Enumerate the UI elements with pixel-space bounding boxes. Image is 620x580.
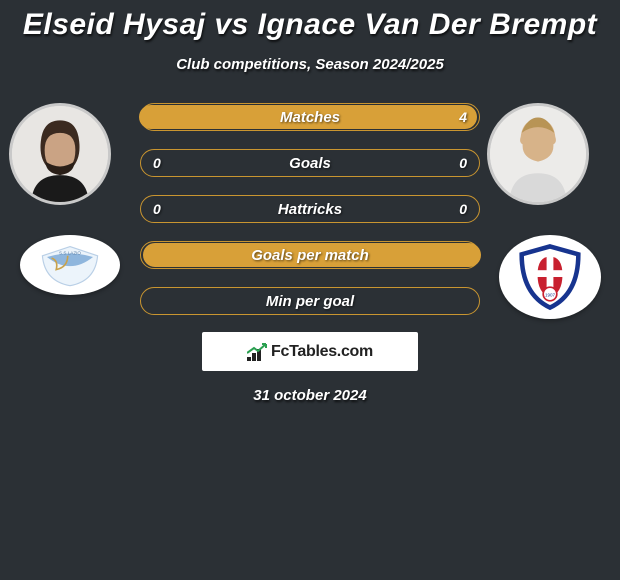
stat-bar-gpm: Goals per match bbox=[140, 241, 480, 269]
avatar-placeholder-icon bbox=[490, 106, 586, 202]
stat-label: Goals per match bbox=[189, 247, 431, 264]
snapshot-date: 31 october 2024 bbox=[253, 387, 366, 404]
stat-bar-mpg: Min per goal bbox=[140, 287, 480, 315]
stat-bars: Matches40Goals00Hattricks0Goals per matc… bbox=[140, 103, 480, 333]
stat-left-value: 0 bbox=[141, 201, 189, 217]
player-left-club-badge: S.S.LAZIO bbox=[20, 235, 120, 295]
club-badge-icon: S.S.LAZIO bbox=[34, 242, 106, 288]
svg-text:S.S.LAZIO: S.S.LAZIO bbox=[59, 251, 81, 256]
stat-label: Min per goal bbox=[189, 293, 431, 310]
stat-left-value: 0 bbox=[141, 155, 189, 171]
stat-label: Goals bbox=[189, 155, 431, 172]
stat-right-value: 0 bbox=[431, 201, 479, 217]
stat-bar-goals: 0Goals0 bbox=[140, 149, 480, 177]
stat-right-value: 0 bbox=[431, 155, 479, 171]
brand-text: FcTables.com bbox=[271, 343, 373, 361]
stat-label: Matches bbox=[189, 109, 431, 126]
brand-chart-icon bbox=[247, 343, 267, 361]
comparison-subtitle: Club competitions, Season 2024/2025 bbox=[0, 56, 620, 73]
comparison-title: Elseid Hysaj vs Ignace Van Der Brempt bbox=[0, 0, 620, 42]
player-left-avatar bbox=[9, 103, 111, 205]
brand-box: FcTables.com bbox=[202, 332, 418, 371]
stat-label: Hattricks bbox=[189, 201, 431, 218]
svg-text:1907: 1907 bbox=[545, 292, 556, 297]
stat-right-value: 4 bbox=[431, 109, 479, 125]
stat-bar-matches: Matches4 bbox=[140, 103, 480, 131]
player-right-club-badge: 1907 bbox=[499, 235, 601, 319]
avatar-placeholder-icon bbox=[12, 106, 108, 202]
stat-bar-hattricks: 0Hattricks0 bbox=[140, 195, 480, 223]
player-right-avatar bbox=[487, 103, 589, 205]
club-badge-icon: 1907 bbox=[516, 243, 584, 311]
